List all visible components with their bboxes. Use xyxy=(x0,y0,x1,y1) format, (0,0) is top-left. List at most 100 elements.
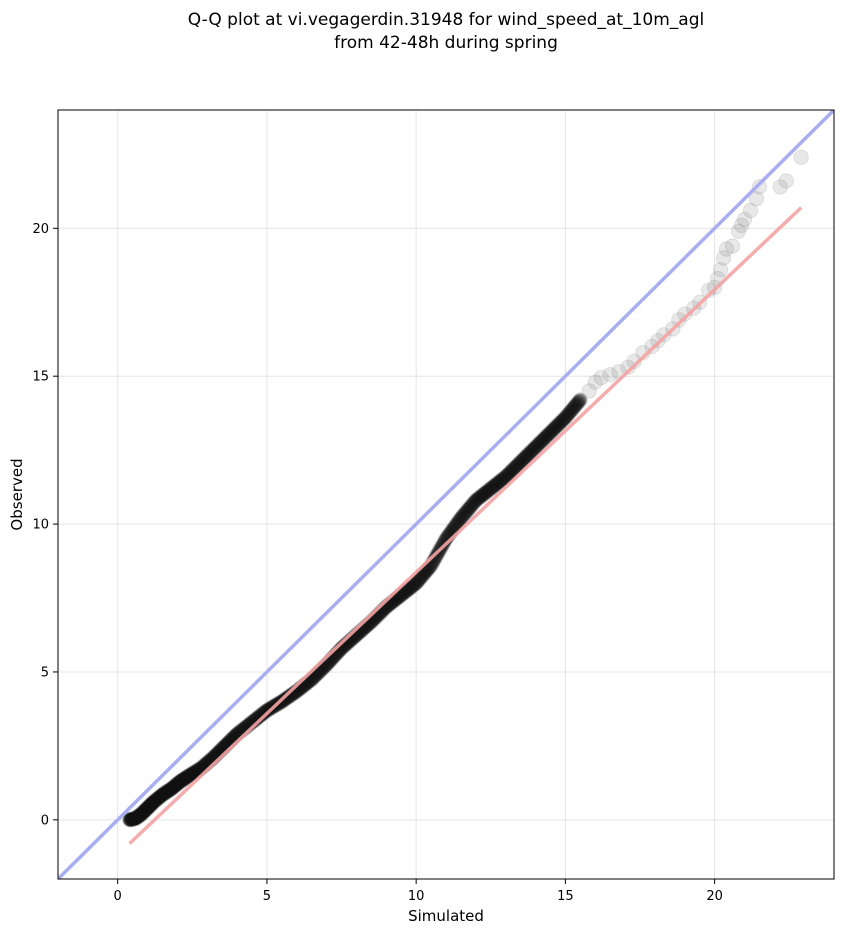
data-point xyxy=(175,771,192,788)
data-point xyxy=(135,804,151,821)
data-point xyxy=(463,498,479,515)
data-point xyxy=(551,418,565,432)
data-point xyxy=(510,456,526,473)
data-point xyxy=(521,445,538,462)
data-point xyxy=(545,422,561,438)
data-point xyxy=(158,786,173,800)
data-point xyxy=(501,467,515,481)
data-point xyxy=(547,422,561,436)
data-point xyxy=(400,583,415,597)
data-point xyxy=(471,491,485,506)
data-point xyxy=(136,805,150,820)
data-point xyxy=(126,812,140,826)
data-point xyxy=(454,511,468,525)
data-point xyxy=(159,784,175,800)
data-point xyxy=(527,439,544,455)
data-point xyxy=(429,550,443,564)
data-point xyxy=(412,571,428,587)
fit-line xyxy=(128,206,803,845)
data-point xyxy=(171,776,185,790)
data-point xyxy=(159,783,176,799)
data-point xyxy=(134,807,149,821)
data-point xyxy=(539,428,555,444)
data-point xyxy=(475,486,492,503)
data-point xyxy=(184,765,201,782)
data-point xyxy=(474,489,488,504)
data-point xyxy=(158,786,172,800)
data-point xyxy=(541,428,555,442)
data-point xyxy=(548,418,565,434)
data-point xyxy=(162,783,176,797)
data-point xyxy=(151,791,165,806)
data-point xyxy=(408,577,422,591)
data-point xyxy=(517,451,531,465)
data-point xyxy=(404,578,421,594)
x-tick-label: 20 xyxy=(706,889,723,904)
data-point xyxy=(506,462,520,476)
data-point xyxy=(470,490,487,507)
data-point xyxy=(466,496,480,510)
data-point xyxy=(146,793,162,810)
data-point xyxy=(454,508,470,525)
data-point xyxy=(171,774,187,791)
data-point xyxy=(561,408,575,422)
data-point xyxy=(486,480,500,494)
data-point xyxy=(178,769,195,786)
data-point xyxy=(535,432,551,448)
data-point xyxy=(535,434,549,448)
data-point xyxy=(168,777,184,793)
data-point xyxy=(587,374,603,390)
data-point xyxy=(173,775,187,789)
data-point xyxy=(170,777,184,791)
data-point xyxy=(532,436,546,451)
data-point xyxy=(122,812,138,828)
data-point xyxy=(556,413,570,427)
data-point xyxy=(496,470,513,486)
data-point xyxy=(507,461,521,475)
data-point xyxy=(179,769,195,785)
data-point xyxy=(129,809,145,825)
data-point xyxy=(130,810,145,824)
data-point xyxy=(563,405,577,419)
data-point xyxy=(171,774,188,790)
data-point xyxy=(130,810,144,824)
data-point xyxy=(550,417,566,433)
x-tick-label: 0 xyxy=(114,889,122,904)
data-point xyxy=(459,505,473,519)
data-point xyxy=(552,417,566,431)
data-point xyxy=(496,472,510,486)
data-point xyxy=(417,567,431,581)
data-point xyxy=(129,811,143,825)
data-point xyxy=(793,149,809,166)
data-point xyxy=(145,794,162,810)
data-point xyxy=(126,811,142,827)
data-point xyxy=(402,582,416,596)
data-point xyxy=(450,516,464,530)
data-point xyxy=(277,691,294,707)
data-point xyxy=(181,767,198,784)
data-point xyxy=(147,794,161,809)
data-point xyxy=(480,482,496,499)
data-point xyxy=(468,495,482,509)
data-point xyxy=(277,693,291,707)
data-point xyxy=(413,572,427,586)
data-point xyxy=(136,803,153,819)
data-point xyxy=(778,173,794,189)
data-point xyxy=(404,580,418,594)
data-point xyxy=(515,454,529,468)
data-point xyxy=(542,427,556,441)
data-point xyxy=(144,795,160,812)
data-point xyxy=(492,475,507,489)
data-point xyxy=(507,459,524,475)
data-point xyxy=(183,768,197,782)
data-point xyxy=(161,784,175,798)
data-point xyxy=(184,767,198,781)
data-point xyxy=(170,775,186,791)
data-point xyxy=(530,439,544,453)
data-point xyxy=(138,803,152,818)
data-point xyxy=(155,786,171,802)
data-point xyxy=(478,484,494,501)
data-point xyxy=(121,812,138,828)
data-point xyxy=(278,692,293,706)
data-point xyxy=(280,691,294,705)
